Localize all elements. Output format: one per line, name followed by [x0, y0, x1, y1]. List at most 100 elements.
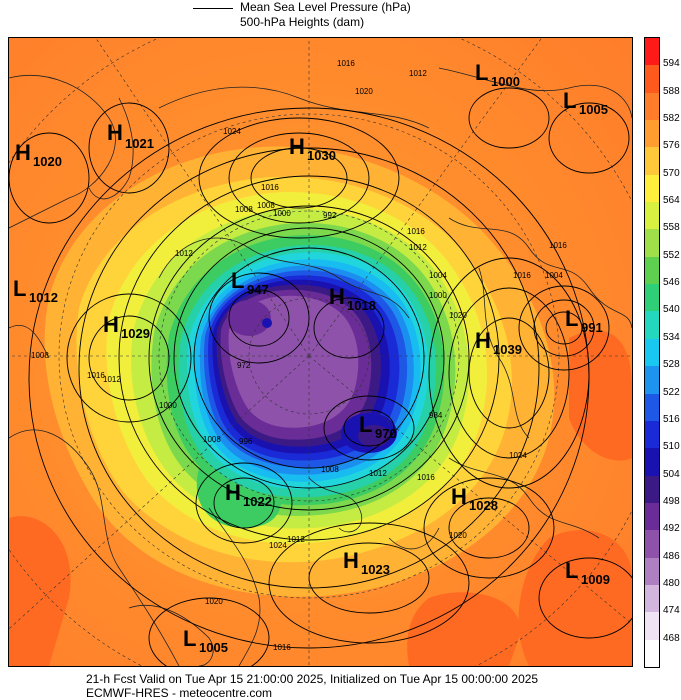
colorbar-level-label: 522	[663, 386, 680, 398]
high-1023-marker: H 1023	[343, 548, 390, 577]
pressure-center-value: 1018	[347, 298, 376, 313]
colorbar-level-label: 510	[663, 441, 680, 453]
height-fill-480-spot	[227, 300, 271, 336]
pressure-center-value: 1005	[199, 640, 228, 655]
colorbar-level-label: 534	[663, 331, 680, 343]
isobar-label: 1000	[273, 209, 291, 218]
colorbar-swatch	[645, 229, 659, 258]
isobar-label: 1012	[409, 69, 427, 78]
isobars	[9, 87, 632, 666]
pressure-center-value: 1005	[579, 102, 608, 117]
chart-subtitle: 500-hPa Heights (dam)	[240, 15, 365, 29]
isobar-label: 1016	[337, 59, 355, 68]
height-fill-480-spot	[358, 425, 390, 447]
pressure-center-value: 1009	[581, 572, 610, 587]
colorbar-level-label: 486	[663, 550, 680, 562]
high-1020-marker: H 1020	[15, 140, 62, 169]
isobar-legend-line	[193, 8, 233, 9]
colorbar-swatch	[645, 174, 659, 203]
low-1012-marker: L 1012	[13, 276, 58, 305]
colorbar-swatch	[645, 202, 659, 230]
isobar-label: 1016	[87, 371, 105, 380]
colorbar-level-label: 528	[663, 359, 680, 371]
colorbar-swatch	[645, 475, 659, 504]
colorbar-level-label: 594	[663, 58, 680, 70]
pressure-center-value: 991	[581, 320, 603, 335]
colorbar-level-label: 480	[663, 577, 680, 589]
coastlines	[9, 67, 632, 666]
colorbar-swatch	[645, 311, 659, 340]
pressure-center-value: 1021	[125, 136, 154, 151]
colorbar-level-label: 564	[663, 195, 680, 207]
isobar-label: 1016	[407, 227, 425, 236]
isobar-label: 1012	[369, 469, 387, 478]
colorbar-swatch	[645, 38, 659, 66]
colorbar-swatch	[645, 530, 659, 559]
isobar-label: 1004	[545, 271, 563, 280]
isobar-label: 1012	[103, 375, 121, 384]
isobar-label: 1016	[549, 241, 567, 250]
colorbar-swatch	[645, 584, 659, 613]
height-fill-588-patch	[407, 592, 521, 666]
isobar-label: 1020	[449, 531, 467, 540]
pressure-center-value: 1030	[307, 148, 336, 163]
colorbar-level-label: 468	[663, 632, 680, 644]
height-fill-588-patch	[569, 330, 632, 461]
isobar-label: 1024	[223, 127, 241, 136]
weather-map[interactable]: 1016 1020 1012 1024 1016 1008 1008 1000 …	[8, 37, 633, 667]
colorbar-swatch	[645, 256, 659, 285]
pressure-center-letter: H	[343, 548, 359, 573]
colorbar-level-label: 588	[663, 85, 680, 97]
pressure-center-value: 1000	[491, 74, 520, 89]
colorbar-level-label: 516	[663, 413, 680, 425]
isobar-label: 1024	[509, 451, 527, 460]
chart-header: Mean Sea Level Pressure (hPa) 500-hPa He…	[0, 0, 681, 36]
pressure-center-letter: H	[475, 328, 491, 353]
isobar-label: 1008	[321, 465, 339, 474]
high-1018-marker: H 1018	[329, 284, 376, 313]
pressure-center-letter: L	[183, 626, 196, 651]
isobar-label: 1016	[273, 643, 291, 652]
height-colorbar	[644, 37, 660, 668]
isobar-label: 1020	[205, 597, 223, 606]
low-970-marker: L 970	[359, 412, 397, 441]
pressure-center-value: 1020	[33, 154, 62, 169]
isobar-label: 972	[237, 361, 251, 370]
pressure-center-letter: L	[563, 88, 576, 113]
colorbar-level-label: 498	[663, 495, 680, 507]
isobar-label: 992	[323, 211, 337, 220]
colorbar-level-label: 582	[663, 113, 680, 125]
isobar-label: 1008	[235, 205, 253, 214]
colorbar-swatch	[645, 92, 659, 121]
colorbar-swatch	[645, 366, 659, 395]
pressure-center-letter: L	[565, 558, 578, 583]
pressure-center-value: 1012	[29, 290, 58, 305]
low-1009-marker: L 1009	[565, 558, 610, 587]
isobar-label: 1020	[449, 311, 467, 320]
isobar-label: 1004	[429, 271, 447, 280]
pressure-center-letter: L	[359, 412, 372, 437]
isobar-label: 996	[239, 437, 253, 446]
high-1021-marker: H 1021	[107, 120, 154, 151]
isobar-label: 1012	[409, 243, 427, 252]
isobar-labels: 1016 1020 1012 1024 1016 1008 1008 1000 …	[31, 59, 567, 652]
height-fill-588-patch	[9, 516, 71, 666]
colorbar-swatch	[645, 284, 659, 312]
colorbar-swatch	[645, 639, 659, 668]
low-947-marker: L 947	[231, 268, 269, 297]
colorbar-level-label: 546	[663, 277, 680, 289]
isobar-label: 1012	[175, 249, 193, 258]
pressure-center-letter: L	[565, 306, 578, 331]
pressure-centers: H 1020 H 1021 H 1030 L 1000 L 1005 L 101…	[13, 60, 610, 655]
colorbar-swatch	[645, 502, 659, 531]
pressure-center-value: 1022	[243, 494, 272, 509]
colorbar-level-label: 474	[663, 605, 680, 617]
colorbar-swatch	[645, 65, 659, 94]
isobar-label: 1000	[159, 401, 177, 410]
pressure-center-value: 1023	[361, 562, 390, 577]
pressure-center-letter: L	[475, 60, 488, 85]
low-1005-south-marker: L 1005	[183, 626, 228, 655]
pressure-center-letter: H	[107, 120, 123, 145]
pressure-center-letter: H	[329, 284, 345, 309]
isobar-label: 1012	[287, 535, 305, 544]
